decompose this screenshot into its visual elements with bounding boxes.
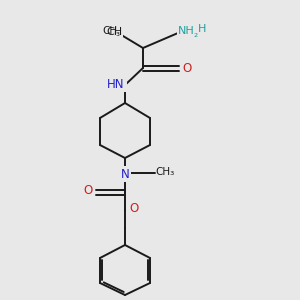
- Text: NH: NH: [178, 26, 194, 36]
- Text: N: N: [121, 167, 129, 181]
- Text: O: O: [83, 184, 93, 197]
- Text: H: H: [198, 24, 206, 34]
- Text: CH: CH: [106, 27, 122, 37]
- Text: CH: CH: [102, 26, 118, 36]
- Text: O: O: [182, 61, 192, 74]
- Text: CH₃: CH₃: [155, 167, 175, 177]
- Text: ₂: ₂: [194, 29, 198, 39]
- Text: ₃: ₃: [115, 28, 119, 38]
- Text: O: O: [129, 202, 139, 215]
- Text: HN: HN: [107, 77, 125, 91]
